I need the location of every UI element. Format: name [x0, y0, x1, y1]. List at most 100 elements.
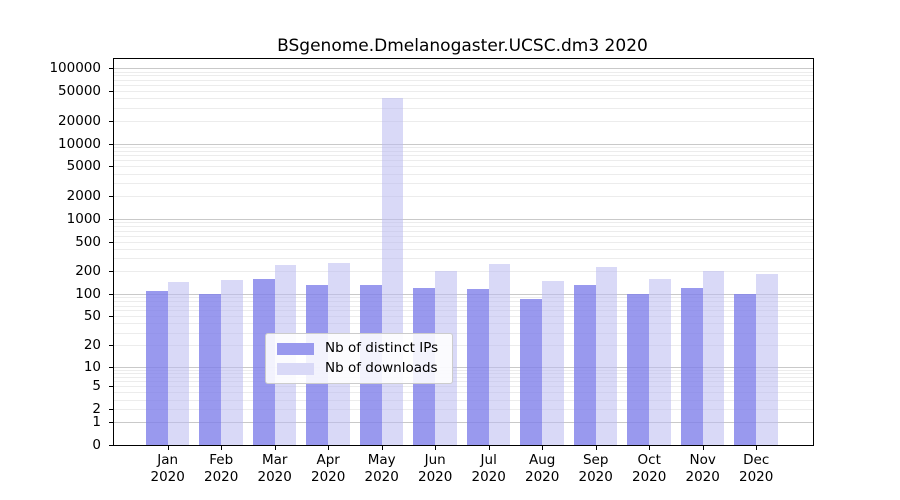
x-axis-tick — [435, 445, 437, 450]
y-axis-label: 0 — [92, 437, 101, 453]
month-label: Feb — [209, 452, 234, 468]
gridline — [114, 222, 813, 224]
y-axis-label: 20 — [83, 337, 101, 354]
x-axis-tick — [595, 445, 597, 450]
x-axis-label-nov: Nov 2020 — [668, 452, 738, 486]
bar-distinct-ips-jul — [466, 289, 489, 445]
gridline — [114, 182, 813, 184]
y-axis-tick — [109, 409, 114, 410]
year-label: 2020 — [257, 469, 292, 485]
month-label: Dec — [743, 452, 770, 468]
x-axis-label-mar: Mar 2020 — [240, 452, 310, 486]
gridline — [114, 332, 813, 334]
y-axis-tick — [109, 120, 114, 122]
bar-downloads-may — [381, 98, 404, 445]
y-axis-label: 100000 — [49, 60, 101, 77]
x-axis-tick — [702, 445, 704, 450]
gridline — [114, 323, 813, 325]
y-axis-tick — [109, 316, 114, 318]
y-axis-label: 10000 — [58, 135, 101, 152]
month-label: Jun — [424, 452, 446, 468]
y-axis-label: 5 — [92, 378, 101, 395]
y-axis-label: 100 — [75, 285, 101, 302]
gridline — [114, 422, 813, 424]
year-label: 2020 — [204, 469, 239, 485]
y-axis-label: 1 — [92, 414, 101, 431]
x-axis-tick — [381, 445, 383, 450]
year-label: 2020 — [150, 469, 185, 485]
x-axis-tick — [756, 445, 758, 450]
gridline — [114, 226, 813, 228]
year-label: 2020 — [739, 469, 774, 485]
y-axis-tick — [109, 293, 114, 295]
x-axis-tick — [542, 445, 544, 450]
year-label: 2020 — [418, 469, 453, 485]
month-label: Jan — [157, 452, 179, 468]
x-axis-label-oct: Oct 2020 — [614, 452, 684, 486]
x-axis-label-dec: Dec 2020 — [721, 452, 791, 486]
gridline — [114, 409, 813, 410]
bar-downloads-sep — [595, 266, 618, 445]
x-axis-tick — [488, 445, 490, 450]
y-axis-tick — [109, 68, 114, 70]
bar-downloads-oct — [649, 278, 671, 445]
y-axis-label: 20000 — [58, 112, 101, 129]
y-axis-tick — [109, 445, 114, 446]
y-axis-tick — [109, 166, 114, 168]
bar-downloads-nov — [702, 270, 725, 445]
bar-distinct-ips-mar — [252, 278, 275, 445]
gridline — [114, 366, 813, 368]
gridline — [114, 166, 813, 168]
gridline — [114, 235, 813, 237]
legend-row: Nb of distinct IPs — [277, 341, 438, 356]
bar-downloads-jul — [488, 264, 511, 445]
gridline — [114, 297, 813, 299]
x-axis-label-jun: Jun 2020 — [400, 452, 470, 486]
gridline — [114, 369, 813, 371]
y-axis-label: 50 — [83, 308, 101, 325]
x-axis-tick — [649, 445, 651, 450]
y-axis-tick — [109, 271, 114, 273]
x-axis-tick — [274, 445, 276, 450]
gridline — [114, 386, 813, 388]
gridline — [114, 155, 813, 157]
month-label: Sep — [582, 452, 609, 468]
gridline — [114, 146, 813, 148]
x-axis-label-apr: Apr 2020 — [293, 452, 363, 486]
legend-swatch-icon — [277, 342, 314, 355]
year-label: 2020 — [632, 469, 667, 485]
month-label: Jul — [480, 452, 497, 468]
gridline — [114, 90, 813, 92]
y-axis-tick — [109, 143, 114, 145]
y-axis-label: 50000 — [58, 82, 101, 99]
year-label: 2020 — [685, 469, 720, 485]
gridline — [114, 71, 813, 73]
gridline — [114, 98, 813, 100]
legend-swatch-icon — [277, 362, 314, 375]
gridline — [114, 173, 813, 175]
y-axis-label: 2000 — [66, 188, 101, 205]
legend-label: Nb of downloads — [325, 360, 438, 376]
y-axis-label: 10 — [83, 358, 101, 375]
year-label: 2020 — [364, 469, 399, 485]
gridline — [114, 150, 813, 152]
y-axis-tick — [109, 218, 114, 220]
chart-title: BSgenome.Dmelanogaster.UCSC.dm3 2020 — [277, 36, 648, 56]
gridline — [114, 373, 813, 375]
gridline — [114, 316, 813, 318]
bar-distinct-ips-aug — [520, 299, 543, 445]
gridline — [114, 230, 813, 232]
gridline — [114, 143, 813, 145]
gridline — [114, 258, 813, 260]
bar-downloads-aug — [542, 280, 564, 445]
gridline — [114, 120, 813, 122]
bar-distinct-ips-feb — [199, 293, 222, 445]
gridline — [114, 376, 813, 378]
y-axis-label: 2 — [92, 401, 101, 417]
month-label: Aug — [529, 452, 556, 468]
bar-distinct-ips-nov — [680, 288, 703, 445]
gridline — [114, 399, 813, 401]
gridline — [114, 160, 813, 162]
bar-distinct-ips-oct — [627, 293, 650, 445]
x-axis-label-aug: Aug 2020 — [507, 452, 577, 486]
